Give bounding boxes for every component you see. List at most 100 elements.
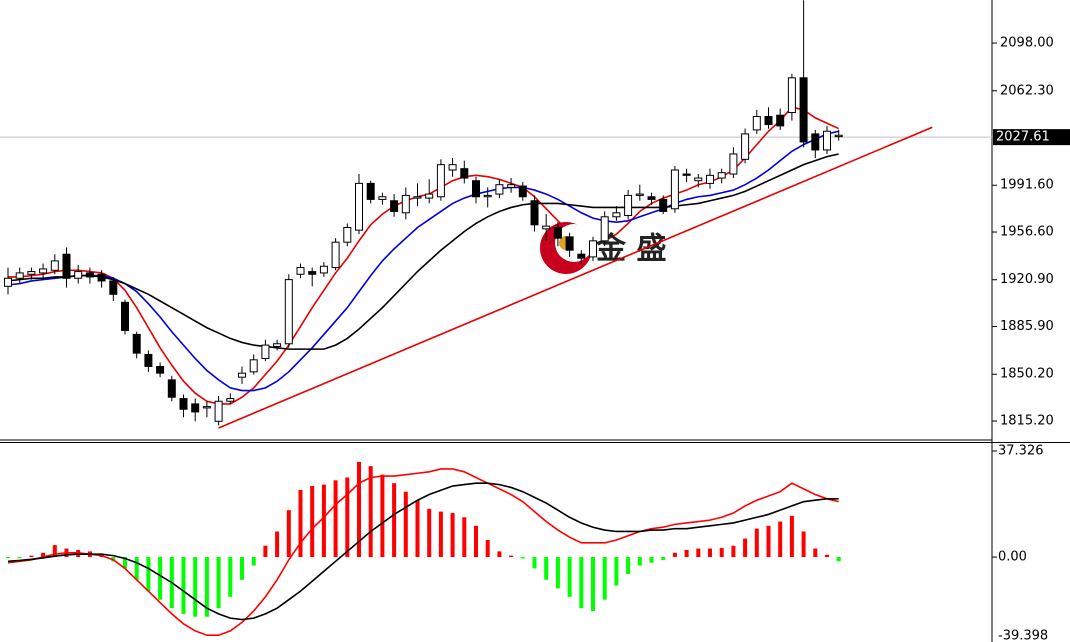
histogram-bar (181, 557, 186, 614)
candle-body (811, 133, 820, 151)
candle-body (331, 241, 340, 269)
histogram-bar (520, 557, 525, 559)
candle-body (460, 168, 469, 179)
candle-body (635, 193, 644, 196)
candle-body (717, 172, 726, 179)
candle-body (752, 116, 761, 131)
histogram-bar (450, 513, 455, 558)
candle-body (378, 196, 387, 200)
candle-body (261, 344, 270, 359)
histogram-bar (415, 500, 420, 558)
histogram-bar (263, 545, 268, 558)
histogram-bar (555, 557, 560, 589)
candle-body (799, 77, 808, 143)
candle-body (355, 182, 363, 231)
candle-body (542, 225, 551, 230)
candle-body (226, 398, 235, 402)
candle-body (706, 174, 714, 184)
histogram-bar (462, 517, 467, 558)
histogram-bar (649, 557, 654, 563)
histogram-bar (368, 466, 373, 558)
candle-body (553, 226, 562, 239)
candle-body (472, 180, 480, 198)
candle-body (15, 272, 24, 279)
candle-body (834, 134, 843, 138)
y-tick-label: 1815.20 (1000, 414, 1054, 429)
histogram-bar (474, 525, 478, 558)
candle-body (624, 194, 633, 216)
candle-body (144, 353, 153, 367)
y-tick-label: 1991.60 (1000, 178, 1054, 193)
candle-body (729, 153, 738, 175)
histogram-bar (579, 557, 584, 609)
y-tick-label: 37.326 (998, 444, 1044, 459)
candle-body (694, 177, 703, 182)
histogram-bar (719, 547, 724, 558)
histogram-bar (661, 557, 666, 560)
candle-body (4, 277, 12, 287)
histogram-bar (684, 549, 689, 558)
candle-body (121, 301, 129, 331)
histogram-bar (778, 521, 783, 558)
histogram-bar (6, 557, 10, 559)
candle-body (238, 372, 246, 378)
candle-body (284, 279, 293, 345)
candle-body (296, 267, 305, 275)
y-tick-label: 1920.90 (1000, 272, 1054, 287)
moving-average (7, 153, 839, 350)
histogram-bar (532, 557, 537, 569)
candle-body (97, 273, 106, 282)
histogram-bar (766, 525, 771, 558)
histogram-bar (310, 486, 315, 558)
histogram-bar (52, 545, 57, 558)
last-price-box (993, 129, 1070, 146)
candle-body (249, 359, 258, 373)
histogram-bar (485, 540, 490, 558)
histogram-bar (567, 557, 572, 597)
candle-body (647, 196, 656, 200)
y-tick-label: 0.00 (998, 550, 1027, 565)
candle-body (507, 184, 516, 188)
candle-body (390, 200, 399, 212)
candle-body (401, 194, 410, 214)
candle-body (319, 265, 328, 274)
candle-body (787, 77, 796, 114)
candle-body (179, 398, 188, 410)
candle-body (436, 164, 445, 198)
moving-average (8, 106, 840, 405)
histogram-bar (825, 554, 829, 558)
candle-body (50, 260, 59, 271)
histogram-bar (403, 491, 408, 558)
histogram-bar (333, 480, 338, 558)
histogram-bar (123, 557, 127, 569)
candle-body (214, 400, 223, 422)
histogram-bar (345, 477, 350, 558)
last-price-label: 2027.61 (996, 130, 1050, 145)
histogram-bar (380, 474, 385, 558)
histogram-bar (357, 461, 361, 558)
macd-line (7, 482, 839, 621)
histogram-bar (813, 548, 818, 558)
histogram-bar (216, 557, 221, 609)
trendline (218, 126, 933, 429)
histogram-bar (836, 557, 841, 562)
logo-inner (555, 224, 593, 262)
histogram-bar (672, 552, 677, 558)
histogram-bar (731, 545, 736, 558)
histogram-bar (29, 555, 34, 558)
histogram-bar (146, 557, 151, 592)
candle-body (448, 164, 457, 171)
histogram-bar (602, 557, 607, 600)
candle-body (74, 271, 83, 279)
histogram-bar (801, 531, 806, 558)
y-tick-label: 2098.00 (1000, 36, 1054, 51)
candle-body (191, 403, 200, 413)
candle-body (741, 133, 750, 160)
histogram-bar (637, 557, 642, 566)
candle-body (670, 169, 679, 210)
histogram-bar (134, 557, 139, 580)
histogram-bar (240, 557, 244, 580)
histogram-bar (497, 551, 502, 558)
